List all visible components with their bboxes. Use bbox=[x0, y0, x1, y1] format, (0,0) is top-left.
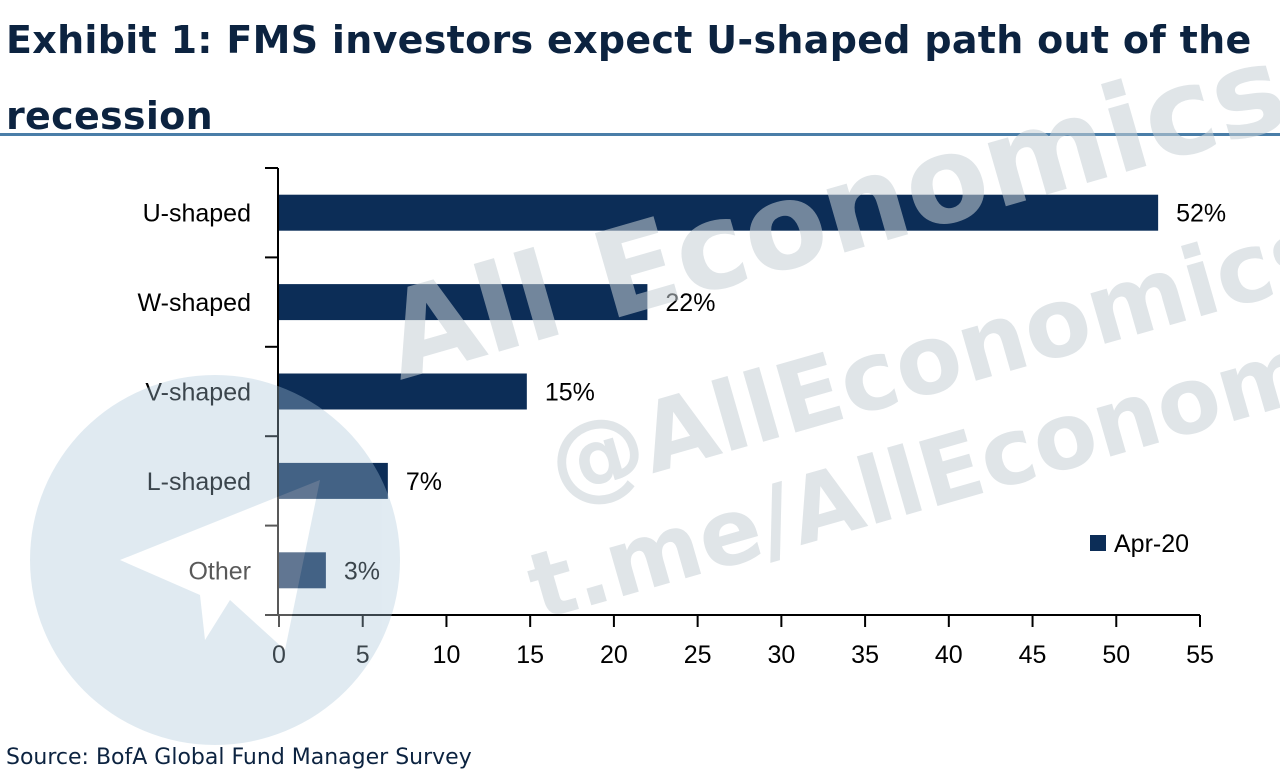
legend-swatch bbox=[1090, 535, 1106, 551]
x-tick-label: 20 bbox=[600, 641, 628, 669]
data-label: 3% bbox=[344, 557, 380, 585]
data-label: 22% bbox=[665, 289, 715, 317]
data-label: 7% bbox=[406, 468, 442, 496]
category-label: W-shaped bbox=[138, 289, 252, 317]
category-label: Other bbox=[188, 557, 251, 585]
x-tick-label: 15 bbox=[516, 641, 544, 669]
plot-area: U-shaped 52% W-shaped 22% V-shaped 15% L-shape… bbox=[138, 167, 1226, 669]
legend-label: Apr-20 bbox=[1114, 530, 1189, 558]
bar-l-shaped bbox=[279, 462, 388, 499]
category-label: V-shaped bbox=[145, 379, 251, 407]
category-label: L-shaped bbox=[147, 468, 251, 496]
source-note: Source: BofA Global Fund Manager Survey bbox=[6, 745, 472, 770]
x-tick-label: 45 bbox=[1019, 641, 1047, 669]
x-tick-label: 5 bbox=[356, 641, 370, 669]
x-tick-label: 30 bbox=[767, 641, 795, 669]
bar-u-shaped bbox=[279, 194, 1159, 231]
x-tick-label: 35 bbox=[851, 641, 879, 669]
bar-other bbox=[279, 552, 326, 589]
x-tick-label: 55 bbox=[1186, 641, 1214, 669]
bar-chart: U-shaped 52% W-shaped 22% V-shaped 15% L-shape… bbox=[138, 167, 1226, 669]
x-tick-label: 0 bbox=[272, 641, 286, 669]
title-divider bbox=[0, 133, 1280, 136]
bar-w-shaped bbox=[279, 284, 648, 321]
x-tick-label: 50 bbox=[1102, 641, 1130, 669]
x-tick-label: 10 bbox=[433, 641, 461, 669]
data-label: 52% bbox=[1176, 200, 1226, 228]
data-label: 15% bbox=[545, 379, 595, 407]
x-tick-label: 25 bbox=[684, 641, 712, 669]
category-label: U-shaped bbox=[143, 200, 251, 228]
x-tick-label: 40 bbox=[935, 641, 963, 669]
bar-v-shaped bbox=[279, 373, 527, 410]
page-title: Exhibit 1: FMS investors expect U-shaped… bbox=[6, 18, 1252, 138]
